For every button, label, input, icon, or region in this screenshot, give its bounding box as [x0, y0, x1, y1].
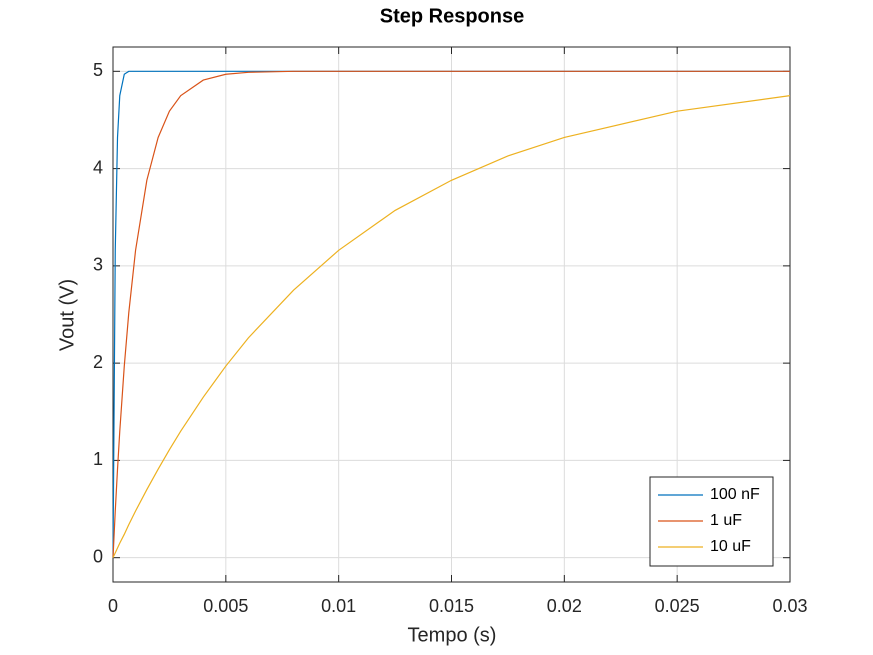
line-series — [112, 95, 791, 558]
y-axis-label: Vout (V) — [56, 279, 78, 351]
x-tick-label: 0.02 — [547, 596, 582, 616]
chart-title: Step Response — [380, 5, 524, 27]
x-tick-label: 0.01 — [321, 596, 356, 616]
y-tick-label: 1 — [93, 449, 103, 469]
y-tick-label: 4 — [93, 157, 103, 177]
y-tick-label: 3 — [93, 255, 103, 275]
x-tick-label: 0.03 — [772, 596, 807, 616]
x-tick-label: 0.005 — [203, 596, 248, 616]
x-tick-label: 0 — [108, 596, 118, 616]
y-tick-label: 5 — [93, 60, 103, 80]
y-tick-label: 2 — [93, 352, 103, 372]
legend-label: 10 uF — [710, 538, 751, 555]
y-tick-label: 0 — [93, 546, 103, 566]
line-series — [112, 70, 790, 558]
x-axis-label: Tempo (s) — [408, 624, 497, 646]
x-tick-label: 0.015 — [429, 596, 474, 616]
legend-label: 100 nF — [710, 486, 760, 503]
axes-box — [112, 46, 791, 583]
legend-label: 1 uF — [710, 512, 742, 529]
x-tick-label: 0.025 — [655, 596, 700, 616]
